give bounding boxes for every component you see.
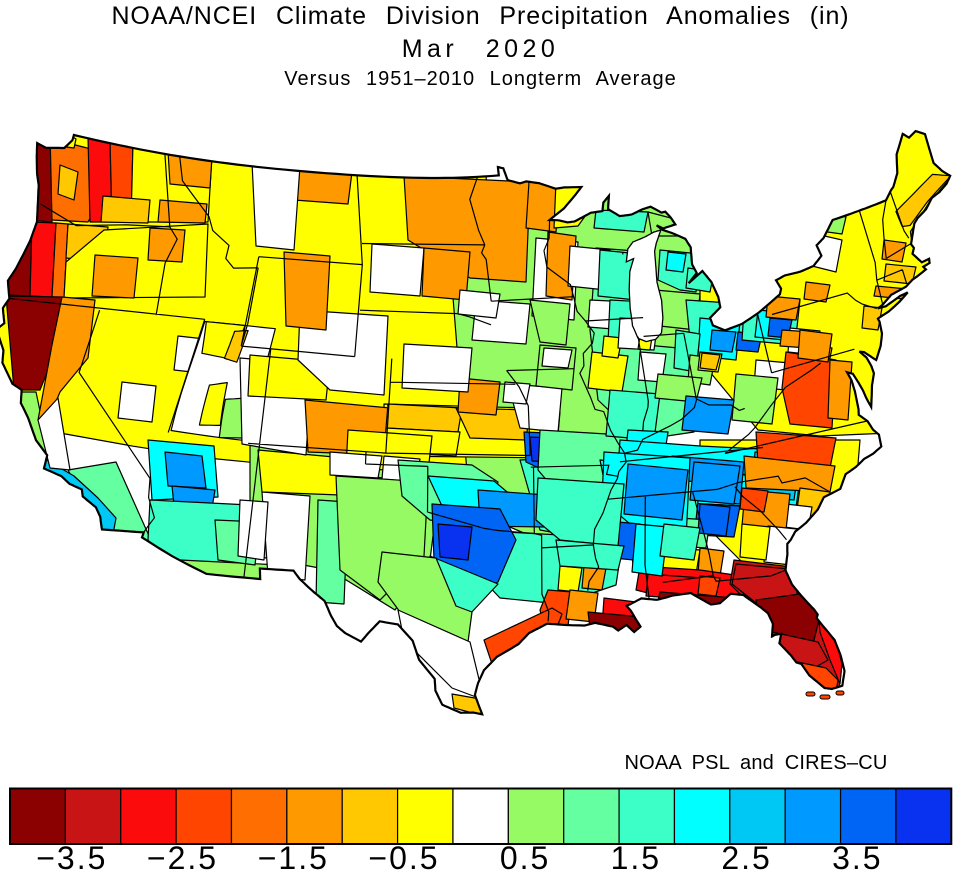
svg-text:0.5: 0.5 [500,840,550,875]
svg-text:1.5: 1.5 [611,840,661,875]
svg-text:−0.5: −0.5 [368,840,439,875]
svg-text:−3.5: −3.5 [36,840,107,875]
svg-text:−2.5: −2.5 [147,840,218,875]
svg-text:3.5: 3.5 [832,840,882,875]
svg-text:−1.5: −1.5 [258,840,329,875]
svg-text:2.5: 2.5 [721,840,771,875]
